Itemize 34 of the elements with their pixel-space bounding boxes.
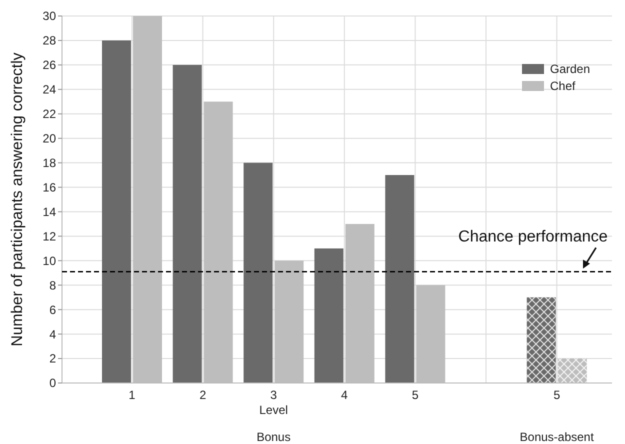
y-tick-label: 12 [42,229,56,244]
x-axis-title: Level [259,403,288,417]
text: Bonus-absent [520,430,594,444]
x-tick-label: 1 [128,388,136,402]
y-tick-label: 10 [42,254,56,268]
y-tick-label: 2 [49,352,56,366]
bar [102,40,131,383]
y-tick-label: 30 [42,9,56,24]
bar [244,162,273,383]
ref-line-label: Chance performance [458,228,608,246]
y-tick-label: 0 [49,376,56,390]
text: Bonus [256,430,291,444]
bar [385,175,414,383]
y-tick-label: 26 [42,58,56,72]
x-tick-label: 5 [412,388,419,402]
y-tick-label: 22 [42,107,56,122]
x-tick-label: 5 [553,388,560,402]
y-tick-label: 20 [42,132,56,146]
legend-label: Garden [550,62,590,76]
y-tick-label: 8 [49,278,56,292]
y-tick-label: 16 [42,180,56,194]
legend-label: Chef [550,79,576,94]
y-tick-label: 14 [42,204,56,219]
x-tick-label: 2 [199,388,206,402]
bar [172,64,202,383]
y-tick-label: 18 [42,156,56,170]
y-tick-label: 24 [42,82,56,97]
y-axis-title: Number of participants answering correctly [9,52,26,346]
y-tick-label: 28 [42,34,56,48]
y-tick-label: 4 [49,327,56,342]
bar [314,248,344,383]
y-tick-label: 6 [49,302,56,317]
x-tick-label: 3 [270,388,278,402]
x-tick-label: 4 [341,388,348,402]
